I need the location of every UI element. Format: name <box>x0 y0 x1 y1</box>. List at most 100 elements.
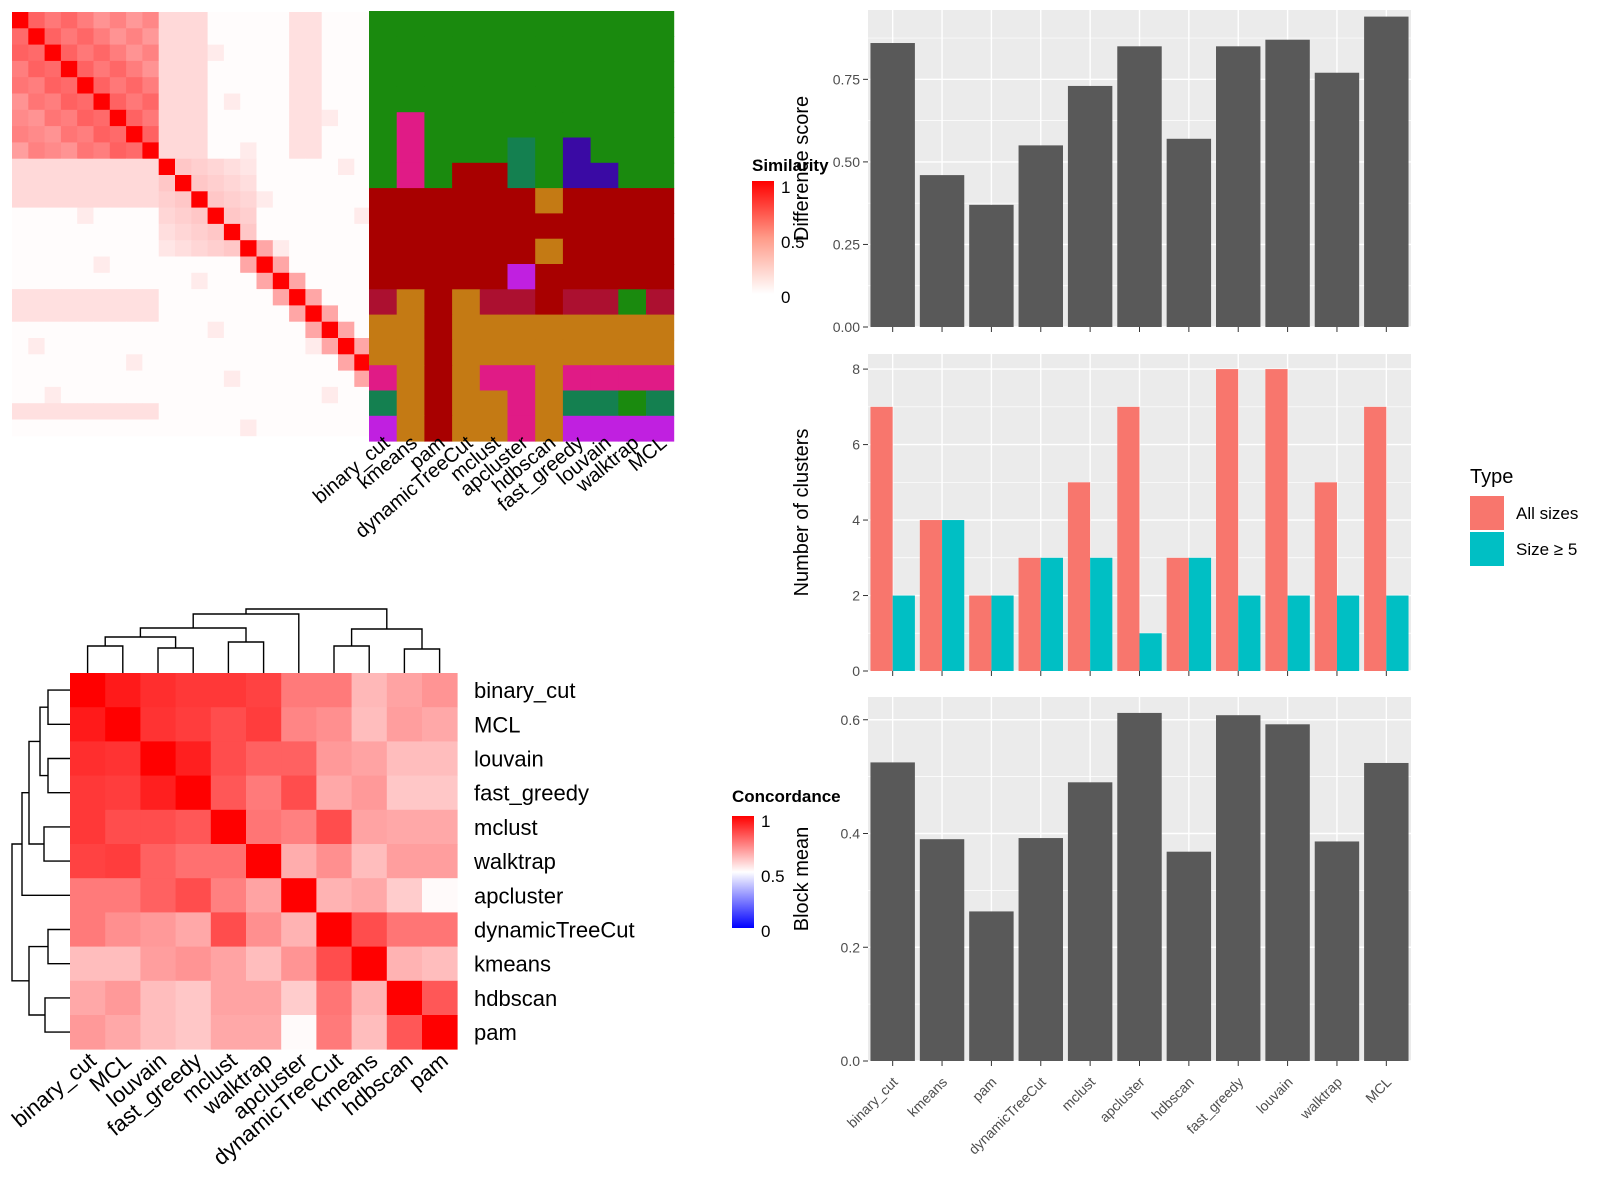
similarity-cell-11-12 <box>207 191 225 208</box>
similarity-cell-24-13 <box>223 403 241 420</box>
similarity-cell-11-15 <box>256 191 274 208</box>
concordance-legend-tick-0: 0 <box>761 922 770 941</box>
similarity-cell-7-7 <box>126 126 143 143</box>
similarity-cell-21-6 <box>109 354 127 371</box>
similarity-cell-18-0 <box>12 305 29 323</box>
similarity-cell-16-18 <box>305 272 323 290</box>
concordance-cell-hdbscan-pam <box>422 980 458 1016</box>
similarity-cell-0-1 <box>28 12 45 29</box>
cluster-cell-pam-4 <box>424 112 453 138</box>
similarity-cell-14-1 <box>28 240 45 257</box>
similarity-cell-18-14 <box>240 305 257 323</box>
similarity-cell-9-3 <box>60 158 78 176</box>
similarity-cell-19-7 <box>126 321 143 339</box>
similarity-cell-7-1 <box>28 126 45 143</box>
similarity-cell-16-0 <box>12 272 29 290</box>
concordance-cell-walktrap-apcluster <box>281 844 317 879</box>
similarity-cell-3-12 <box>207 60 225 78</box>
concordance-cell-pam-kmeans <box>351 1015 388 1050</box>
similarity-cell-21-17 <box>289 354 306 371</box>
similarity-cell-2-12 <box>207 44 225 62</box>
concordance-legend-tick-0.5: 0.5 <box>761 867 785 886</box>
cluster-cell-mclust-5 <box>479 137 508 164</box>
cluster-cell-apcluster-3 <box>507 86 536 113</box>
similarity-cell-11-5 <box>93 191 111 208</box>
similarity-cell-3-5 <box>93 60 111 78</box>
concordance-cell-pam-walktrap <box>246 1015 282 1050</box>
similarity-cell-13-6 <box>109 223 127 241</box>
similarity-cell-18-19 <box>321 305 339 323</box>
similarity-cell-14-18 <box>305 240 323 257</box>
similarity-cell-6-6 <box>109 109 127 127</box>
concordance-cell-binary_cut-fast_greedy <box>175 673 212 708</box>
concordance-cell-fast_greedy-apcluster <box>281 775 317 811</box>
cluster-cell-binary_cut-3 <box>369 86 398 113</box>
bar-apcluster <box>1117 46 1162 328</box>
similarity-cell-2-0 <box>12 44 29 62</box>
x-tick-label-hdbscan: hdbscan <box>1148 1074 1197 1123</box>
similarity-cell-2-11 <box>191 44 208 62</box>
similarity-cell-16-14 <box>240 272 257 290</box>
concordance-cell-mclust-hdbscan <box>386 809 423 845</box>
similarity-cell-7-5 <box>93 126 111 143</box>
similarity-cell-6-2 <box>44 109 62 127</box>
dendrogram-branch <box>39 706 48 777</box>
x-tick-label-pam: pam <box>969 1074 1000 1105</box>
concordance-cell-MCL-kmeans <box>351 707 388 742</box>
cluster-cell-louvain-2 <box>590 61 619 88</box>
similarity-cell-19-9 <box>158 321 176 339</box>
cluster-cell-MCL-11 <box>646 289 675 316</box>
similarity-cell-19-18 <box>305 321 323 339</box>
concordance-cell-louvain-apcluster <box>281 741 317 776</box>
similarity-cell-22-9 <box>158 370 176 388</box>
similarity-cell-8-4 <box>77 142 94 160</box>
similarity-cell-22-18 <box>305 370 323 388</box>
similarity-cell-10-0 <box>12 175 29 192</box>
dendrogram-branch <box>47 757 70 794</box>
similarity-cell-4-15 <box>256 77 274 94</box>
concordance-cell-apcluster-MCL <box>105 878 141 913</box>
similarity-cell-24-10 <box>175 403 192 420</box>
cluster-cell-binary_cut-5 <box>369 137 398 164</box>
similarity-cell-15-10 <box>175 256 192 274</box>
similarity-cell-11-11 <box>191 191 208 208</box>
similarity-cell-18-17 <box>289 305 306 323</box>
similarity-cell-2-7 <box>126 44 143 62</box>
similarity-cell-17-21 <box>354 289 371 306</box>
similarity-cell-2-9 <box>158 44 176 62</box>
similarity-cell-24-9 <box>158 403 176 420</box>
cluster-cell-binary_cut-4 <box>369 112 398 138</box>
similarity-cell-9-0 <box>12 158 29 176</box>
cluster-cell-binary_cut-2 <box>369 61 398 88</box>
bar-size-5-walktrap <box>1336 595 1360 671</box>
similarity-cell-9-2 <box>44 158 62 176</box>
cluster-cell-fast_greedy-4 <box>562 112 592 138</box>
concordance-cell-fast_greedy-dynamicTreeCut <box>316 775 352 811</box>
cluster-cell-binary_cut-6 <box>369 162 398 189</box>
dendrogram-branch <box>47 689 70 725</box>
similarity-cell-21-0 <box>12 354 29 371</box>
bar-all-sizes-pam <box>969 595 992 671</box>
x-tick-label-apcluster: apcluster <box>1096 1074 1148 1126</box>
similarity-cell-22-5 <box>93 370 111 388</box>
y-tick-label-0.50: 0.50 <box>833 154 860 170</box>
concordance-cell-kmeans-MCL <box>105 946 141 982</box>
similarity-cell-20-18 <box>305 338 323 355</box>
similarity-cell-12-9 <box>158 207 176 225</box>
similarity-cell-8-11 <box>191 142 208 160</box>
similarity-cell-21-12 <box>207 354 225 371</box>
similarity-cell-19-19 <box>321 321 339 339</box>
concordance-cell-hdbscan-binary_cut <box>70 980 106 1016</box>
concordance-legend-colorbar <box>732 816 754 928</box>
similarity-cell-15-11 <box>191 256 208 274</box>
similarity-cell-1-6 <box>109 28 127 45</box>
similarity-cell-20-7 <box>126 338 143 355</box>
bar-all-sizes-fast-greedy <box>1216 369 1239 671</box>
similarity-cell-18-18 <box>305 305 323 323</box>
concordance-cell-kmeans-hdbscan <box>386 946 423 982</box>
similarity-cell-0-6 <box>109 12 127 29</box>
similarity-cell-17-11 <box>191 289 208 306</box>
concordance-cell-dynamicTreeCut-MCL <box>105 912 141 947</box>
cluster-cell-dynamicTreeCut-8 <box>452 213 481 240</box>
cluster-cell-hdbscan-6 <box>535 162 564 189</box>
